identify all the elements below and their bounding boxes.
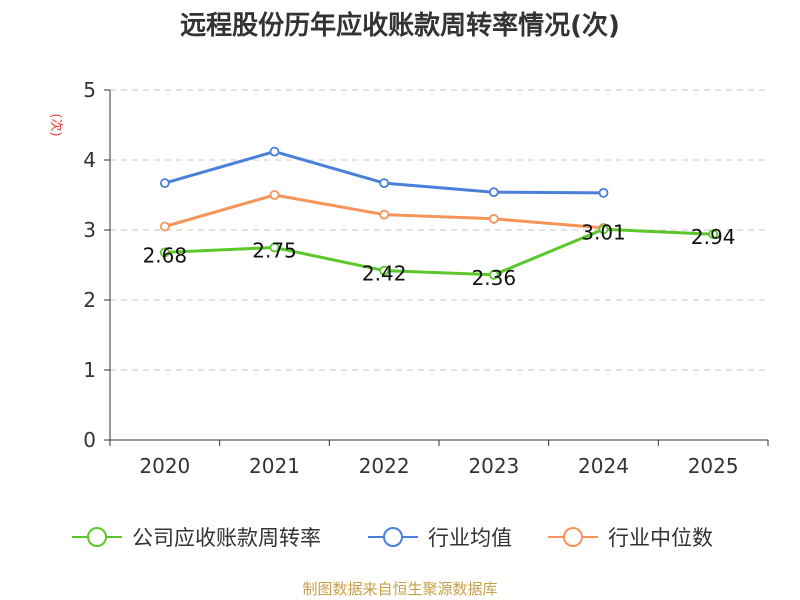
x-tick-label-2021: 2021 [249, 454, 300, 478]
y-axis-title: (次) [48, 113, 64, 136]
y-tick-label: 2 [83, 288, 96, 312]
data-point-2-2021 [269, 190, 280, 200]
legend-label-1: 行业均值 [428, 526, 512, 550]
data-point-1-2022 [379, 178, 390, 189]
data-point-0-2025 [708, 229, 719, 240]
x-tick-label-2020: 2020 [139, 454, 190, 478]
data-point-1-2021 [269, 146, 280, 157]
legend-label-2: 行业中位数 [608, 526, 713, 550]
legend-label-0: 公司应收账款周转率 [132, 526, 321, 550]
y-tick-label: 0 [83, 428, 96, 452]
chart-title: 远程股份历年应收账款周转率情况(次) [180, 11, 620, 41]
legend-marker-1 [383, 527, 403, 547]
legend-marker-0 [87, 527, 107, 547]
data-point-1-2020 [159, 178, 170, 189]
legend-marker-2 [563, 527, 583, 547]
data-label-2021: 2.75 [252, 239, 297, 263]
data-source-note: 制图数据来自恒生聚源数据库 [302, 580, 498, 598]
data-label-2022: 2.42 [362, 262, 407, 286]
y-tick-label: 4 [83, 148, 96, 172]
data-point-2-2023 [488, 213, 499, 224]
y-tick-label: 1 [83, 358, 96, 382]
y-tick-label: 5 [83, 78, 96, 102]
data-point-0-2024 [598, 224, 609, 235]
data-point-2-2022 [379, 209, 390, 220]
x-tick-label-2025: 2025 [688, 454, 739, 478]
data-label-2024: 3.01 [581, 220, 626, 244]
x-tick-label-2022: 2022 [359, 454, 410, 478]
data-point-0-2022 [379, 265, 390, 276]
y-tick-label: 3 [83, 218, 96, 242]
data-label-2025: 2.94 [691, 225, 736, 249]
data-point-0-2023 [488, 269, 499, 280]
data-label-2023: 2.36 [472, 266, 517, 290]
x-tick-label-2023: 2023 [468, 454, 519, 478]
series-line-0 [164, 227, 714, 277]
data-point-2-2020 [159, 221, 170, 232]
data-label-2020: 2.68 [143, 243, 188, 267]
data-point-0-2020 [159, 247, 170, 258]
data-point-1-2024 [598, 187, 609, 198]
data-point-1-2023 [488, 187, 499, 198]
data-point-0-2021 [269, 242, 280, 253]
x-tick-label-2024: 2024 [578, 454, 629, 478]
